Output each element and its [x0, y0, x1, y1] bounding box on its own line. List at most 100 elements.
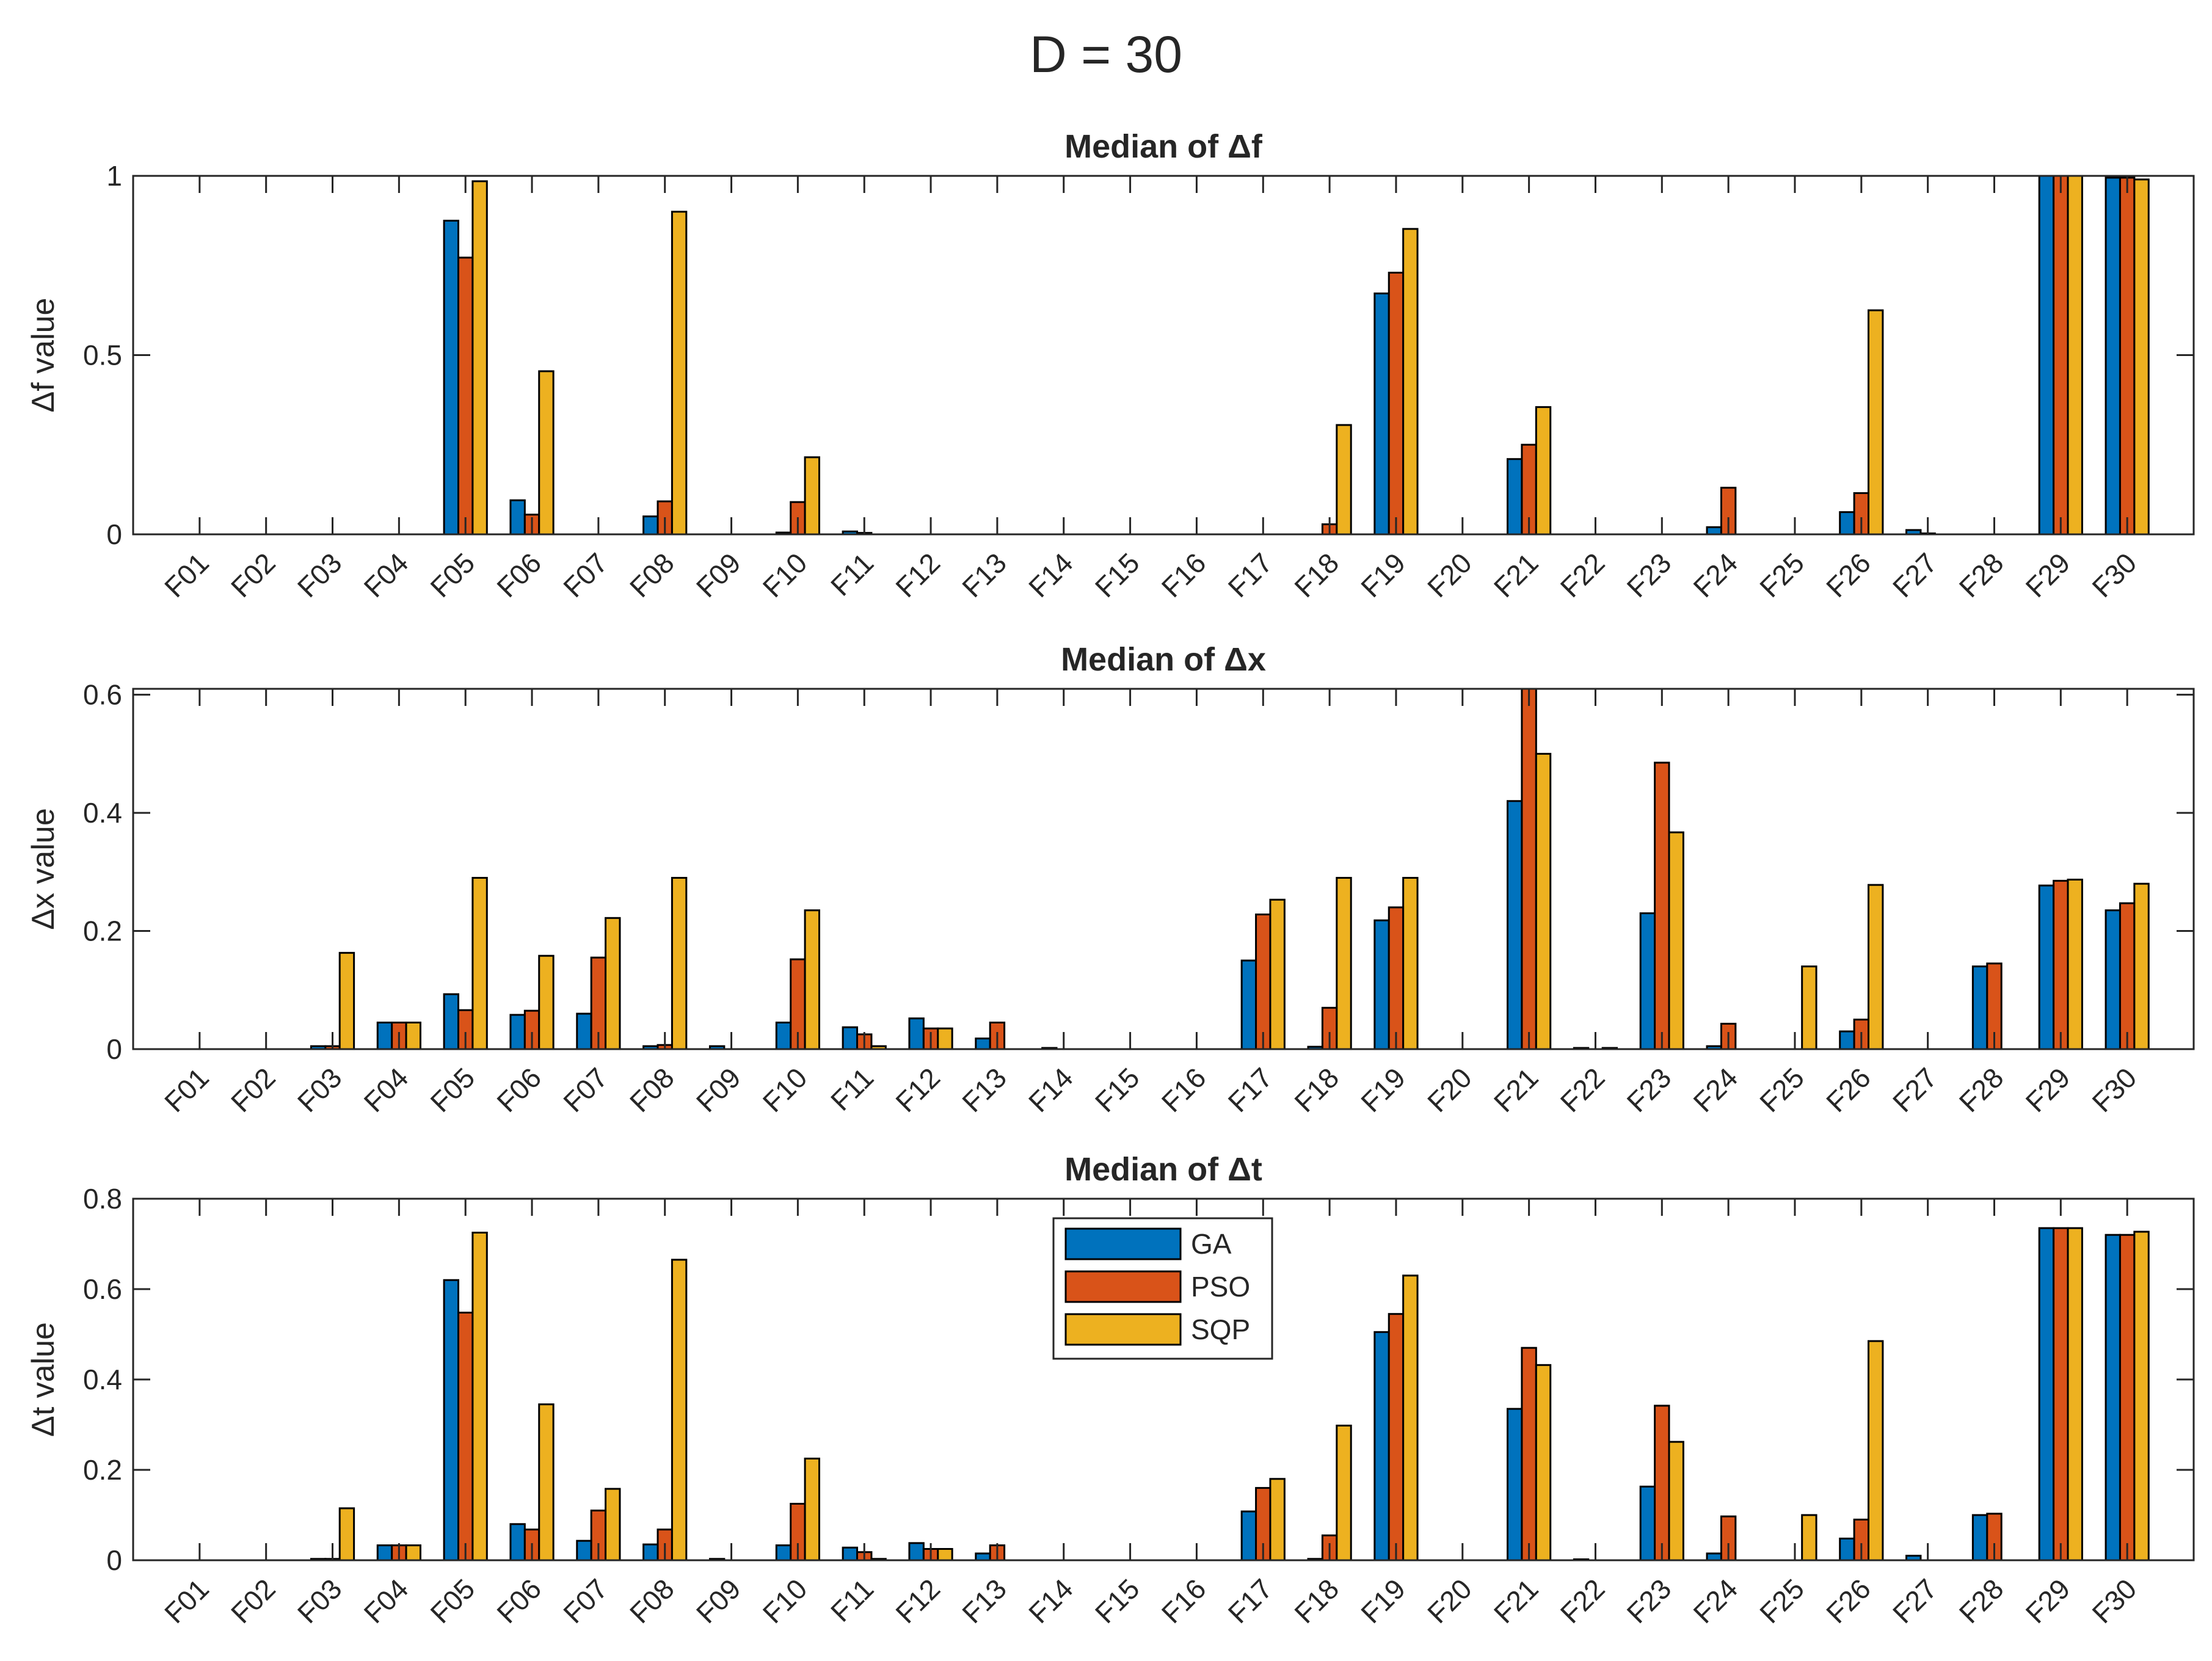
bar-ga-f08 [642, 1543, 659, 1561]
bar-sqp-f19 [1402, 1274, 1419, 1561]
legend-label-ga: GA [1191, 1228, 1232, 1260]
bar-sqp-f08 [671, 1259, 688, 1561]
bar-ga-f10 [775, 1544, 792, 1561]
bar-ga-f11 [842, 1546, 859, 1561]
bar-sqp-f05 [471, 180, 488, 536]
bar-ga-f30 [2105, 909, 2121, 1050]
bar-ga-f06 [509, 499, 526, 536]
bar-pso-f05 [457, 1311, 474, 1561]
y-tick-label: 0.4 [83, 797, 122, 829]
panel-title: Median of Δf [1064, 128, 1263, 165]
bar-pso-f29 [2053, 879, 2069, 1050]
legend-label-pso: PSO [1191, 1271, 1250, 1303]
bar-sqp-f05 [471, 1232, 488, 1561]
bar-pso-f21 [1521, 688, 1537, 1050]
y-tick-label: 0 [106, 518, 122, 550]
bar-sqp-f10 [804, 456, 820, 536]
figure-title: D = 30 [1030, 26, 1182, 83]
bar-sqp-f05 [471, 877, 488, 1050]
bar-sqp-f29 [2067, 175, 2083, 536]
bar-sqp-f04 [405, 1544, 421, 1561]
bar-sqp-f18 [1336, 877, 1352, 1050]
bar-pso-f30 [2119, 176, 2136, 536]
bar-pso-f23 [1654, 1405, 1670, 1561]
bar-sqp-f30 [2133, 1230, 2150, 1561]
bar-pso-f29 [2053, 175, 2069, 536]
bar-pso-f23 [1654, 761, 1670, 1050]
y-tick-label: 0.6 [83, 679, 122, 711]
bar-ga-f06 [509, 1014, 526, 1050]
bar-sqp-f10 [804, 1458, 820, 1561]
bar-ga-f30 [2105, 1234, 2121, 1561]
bar-pso-f19 [1388, 906, 1405, 1050]
y-tick-label: 0.5 [83, 340, 122, 371]
bar-ga-f29 [2038, 175, 2055, 536]
bar-ga-f28 [1971, 1514, 1988, 1561]
legend: GA PSO SQP [1052, 1217, 1273, 1360]
bar-sqp-f07 [605, 1488, 621, 1561]
bar-pso-f29 [2053, 1227, 2069, 1561]
y-tick-label: 0 [106, 1544, 122, 1576]
bar-ga-f23 [1639, 1485, 1656, 1561]
bar-ga-f23 [1639, 912, 1656, 1050]
bar-pso-f17 [1255, 913, 1272, 1050]
bar-pso-f30 [2119, 1234, 2136, 1561]
bar-sqp-f17 [1269, 1478, 1286, 1561]
y-tick-label: 0.8 [83, 1183, 122, 1215]
bar-sqp-f19 [1402, 877, 1419, 1050]
bar-sqp-f26 [1868, 884, 1884, 1050]
bar-sqp-f18 [1336, 1424, 1352, 1561]
bar-sqp-f30 [2133, 178, 2150, 536]
bar-ga-f05 [443, 1279, 459, 1561]
y-tick-label: 0.4 [83, 1364, 122, 1395]
y-tick-label: 0.6 [83, 1273, 122, 1305]
bar-pso-f30 [2119, 902, 2136, 1050]
bar-sqp-f21 [1535, 406, 1552, 536]
y-tick-label: 0.2 [83, 915, 122, 947]
bar-ga-f19 [1373, 1331, 1390, 1561]
bar-sqp-f06 [538, 954, 555, 1050]
bar-ga-f12 [908, 1542, 925, 1561]
bar-sqp-f23 [1668, 831, 1684, 1050]
bar-sqp-f10 [804, 909, 820, 1050]
bar-sqp-f25 [1801, 1514, 1817, 1561]
bar-ga-f04 [376, 1021, 393, 1050]
legend-swatch-pso [1064, 1270, 1182, 1303]
bar-sqp-f21 [1535, 752, 1552, 1050]
bar-ga-f05 [443, 993, 459, 1050]
legend-swatch-sqp [1064, 1313, 1182, 1346]
bar-ga-f12 [908, 1017, 925, 1050]
legend-swatch-ga [1064, 1227, 1182, 1260]
bar-pso-f19 [1388, 271, 1405, 536]
bar-sqp-f26 [1868, 1340, 1884, 1561]
bar-ga-f11 [842, 1026, 859, 1050]
bar-sqp-f30 [2133, 882, 2150, 1050]
bar-ga-f07 [576, 1012, 592, 1050]
bar-sqp-f04 [405, 1021, 421, 1050]
panel-title: Median of Δx [1061, 641, 1266, 678]
bar-ga-f21 [1507, 458, 1523, 536]
bar-pso-f21 [1521, 1347, 1537, 1561]
bar-sqp-f23 [1668, 1441, 1684, 1561]
bar-sqp-f18 [1336, 424, 1352, 536]
bar-sqp-f06 [538, 370, 555, 536]
bar-ga-f24 [1706, 1552, 1722, 1561]
bar-ga-f26 [1839, 1030, 1855, 1050]
bar-ga-f26 [1839, 1537, 1855, 1561]
bar-ga-f07 [576, 1539, 592, 1561]
bar-ga-f29 [2038, 884, 2055, 1050]
bar-ga-f19 [1373, 293, 1390, 536]
legend-label-sqp: SQP [1191, 1314, 1250, 1345]
bar-sqp-f03 [338, 1507, 355, 1561]
bar-sqp-f06 [538, 1403, 555, 1561]
panel-title: Median of Δt [1064, 1151, 1262, 1188]
bar-ga-f10 [775, 1021, 792, 1050]
bar-ga-f29 [2038, 1227, 2055, 1561]
bar-ga-f08 [642, 515, 659, 536]
bar-ga-f17 [1240, 1510, 1257, 1561]
plot-area [133, 176, 2194, 534]
bar-sqp-f08 [671, 211, 688, 536]
bar-sqp-f21 [1535, 1364, 1552, 1561]
